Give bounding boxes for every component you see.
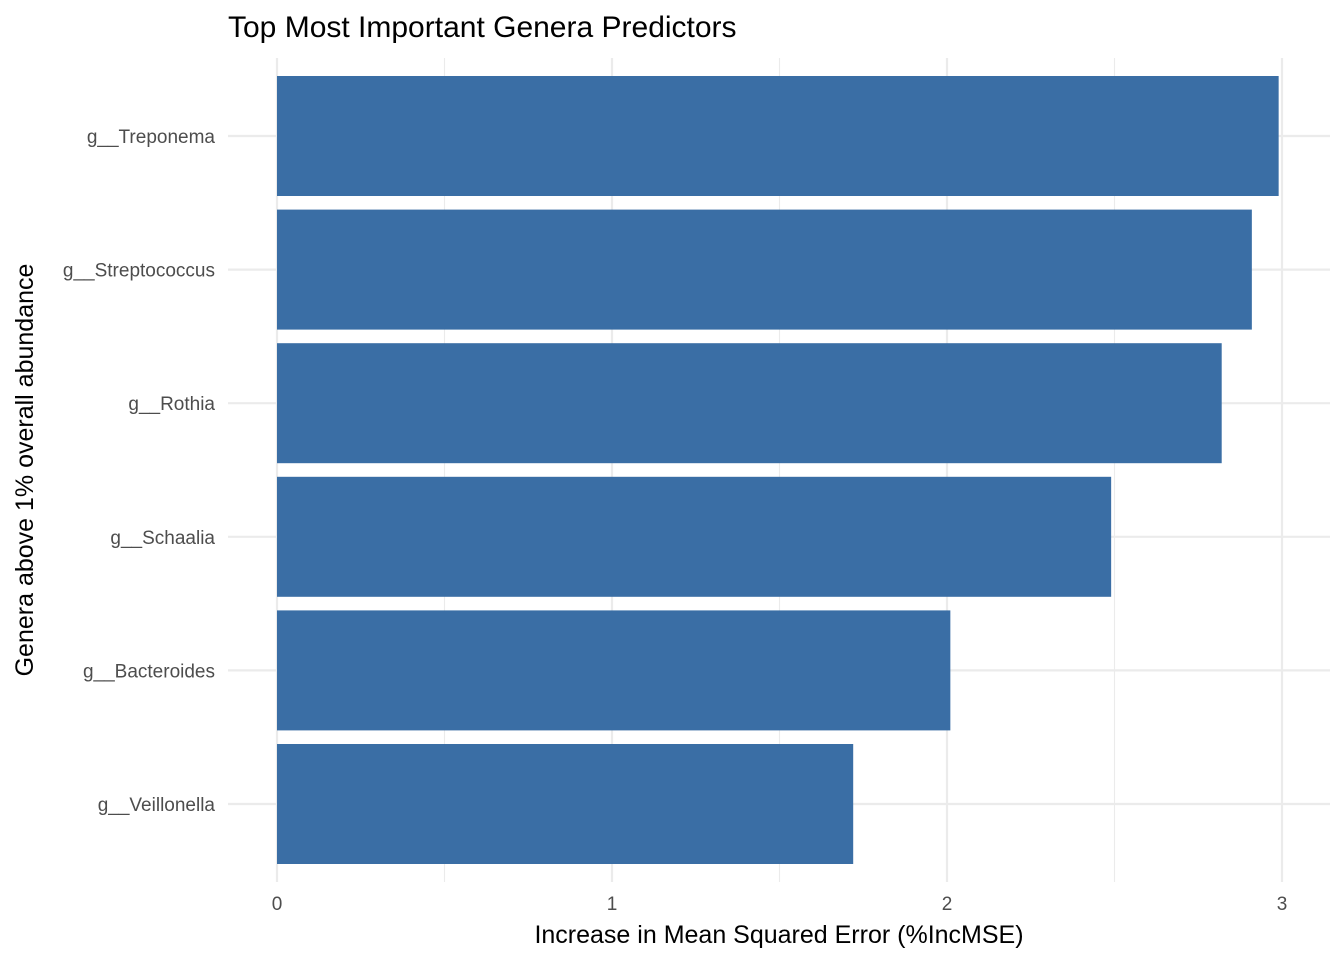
bar	[277, 209, 1252, 330]
bars	[277, 76, 1279, 864]
x-tick-labels: 0 1 2 3	[272, 894, 1288, 915]
y-tick-label: g__Veillonella	[98, 795, 216, 816]
y-tick-label: g__Rothia	[128, 394, 215, 415]
y-tick-label: g__Bacteroides	[83, 661, 215, 682]
bar	[277, 476, 1112, 597]
bar	[277, 744, 854, 864]
y-tick-labels: g__Treponema g__Streptococcus g__Rothia g__…	[63, 127, 216, 816]
y-tick-label: g__Schaalia	[110, 528, 215, 549]
y-tick-label: g__Treponema	[87, 127, 216, 148]
bar	[277, 76, 1279, 196]
bar	[277, 343, 1222, 464]
x-tick-label: 2	[942, 894, 953, 915]
chart-title: Top Most Important Genera Predictors	[228, 11, 737, 44]
x-tick-label: 0	[272, 894, 283, 915]
x-axis-title: Increase in Mean Squared Error (%IncMSE)	[534, 921, 1023, 949]
y-tick-label: g__Streptococcus	[63, 261, 215, 282]
x-tick-label: 3	[1277, 894, 1288, 915]
bar	[277, 610, 951, 731]
x-tick-label: 1	[607, 894, 618, 915]
y-axis-title: Genera above 1% overall abundance	[11, 264, 39, 677]
